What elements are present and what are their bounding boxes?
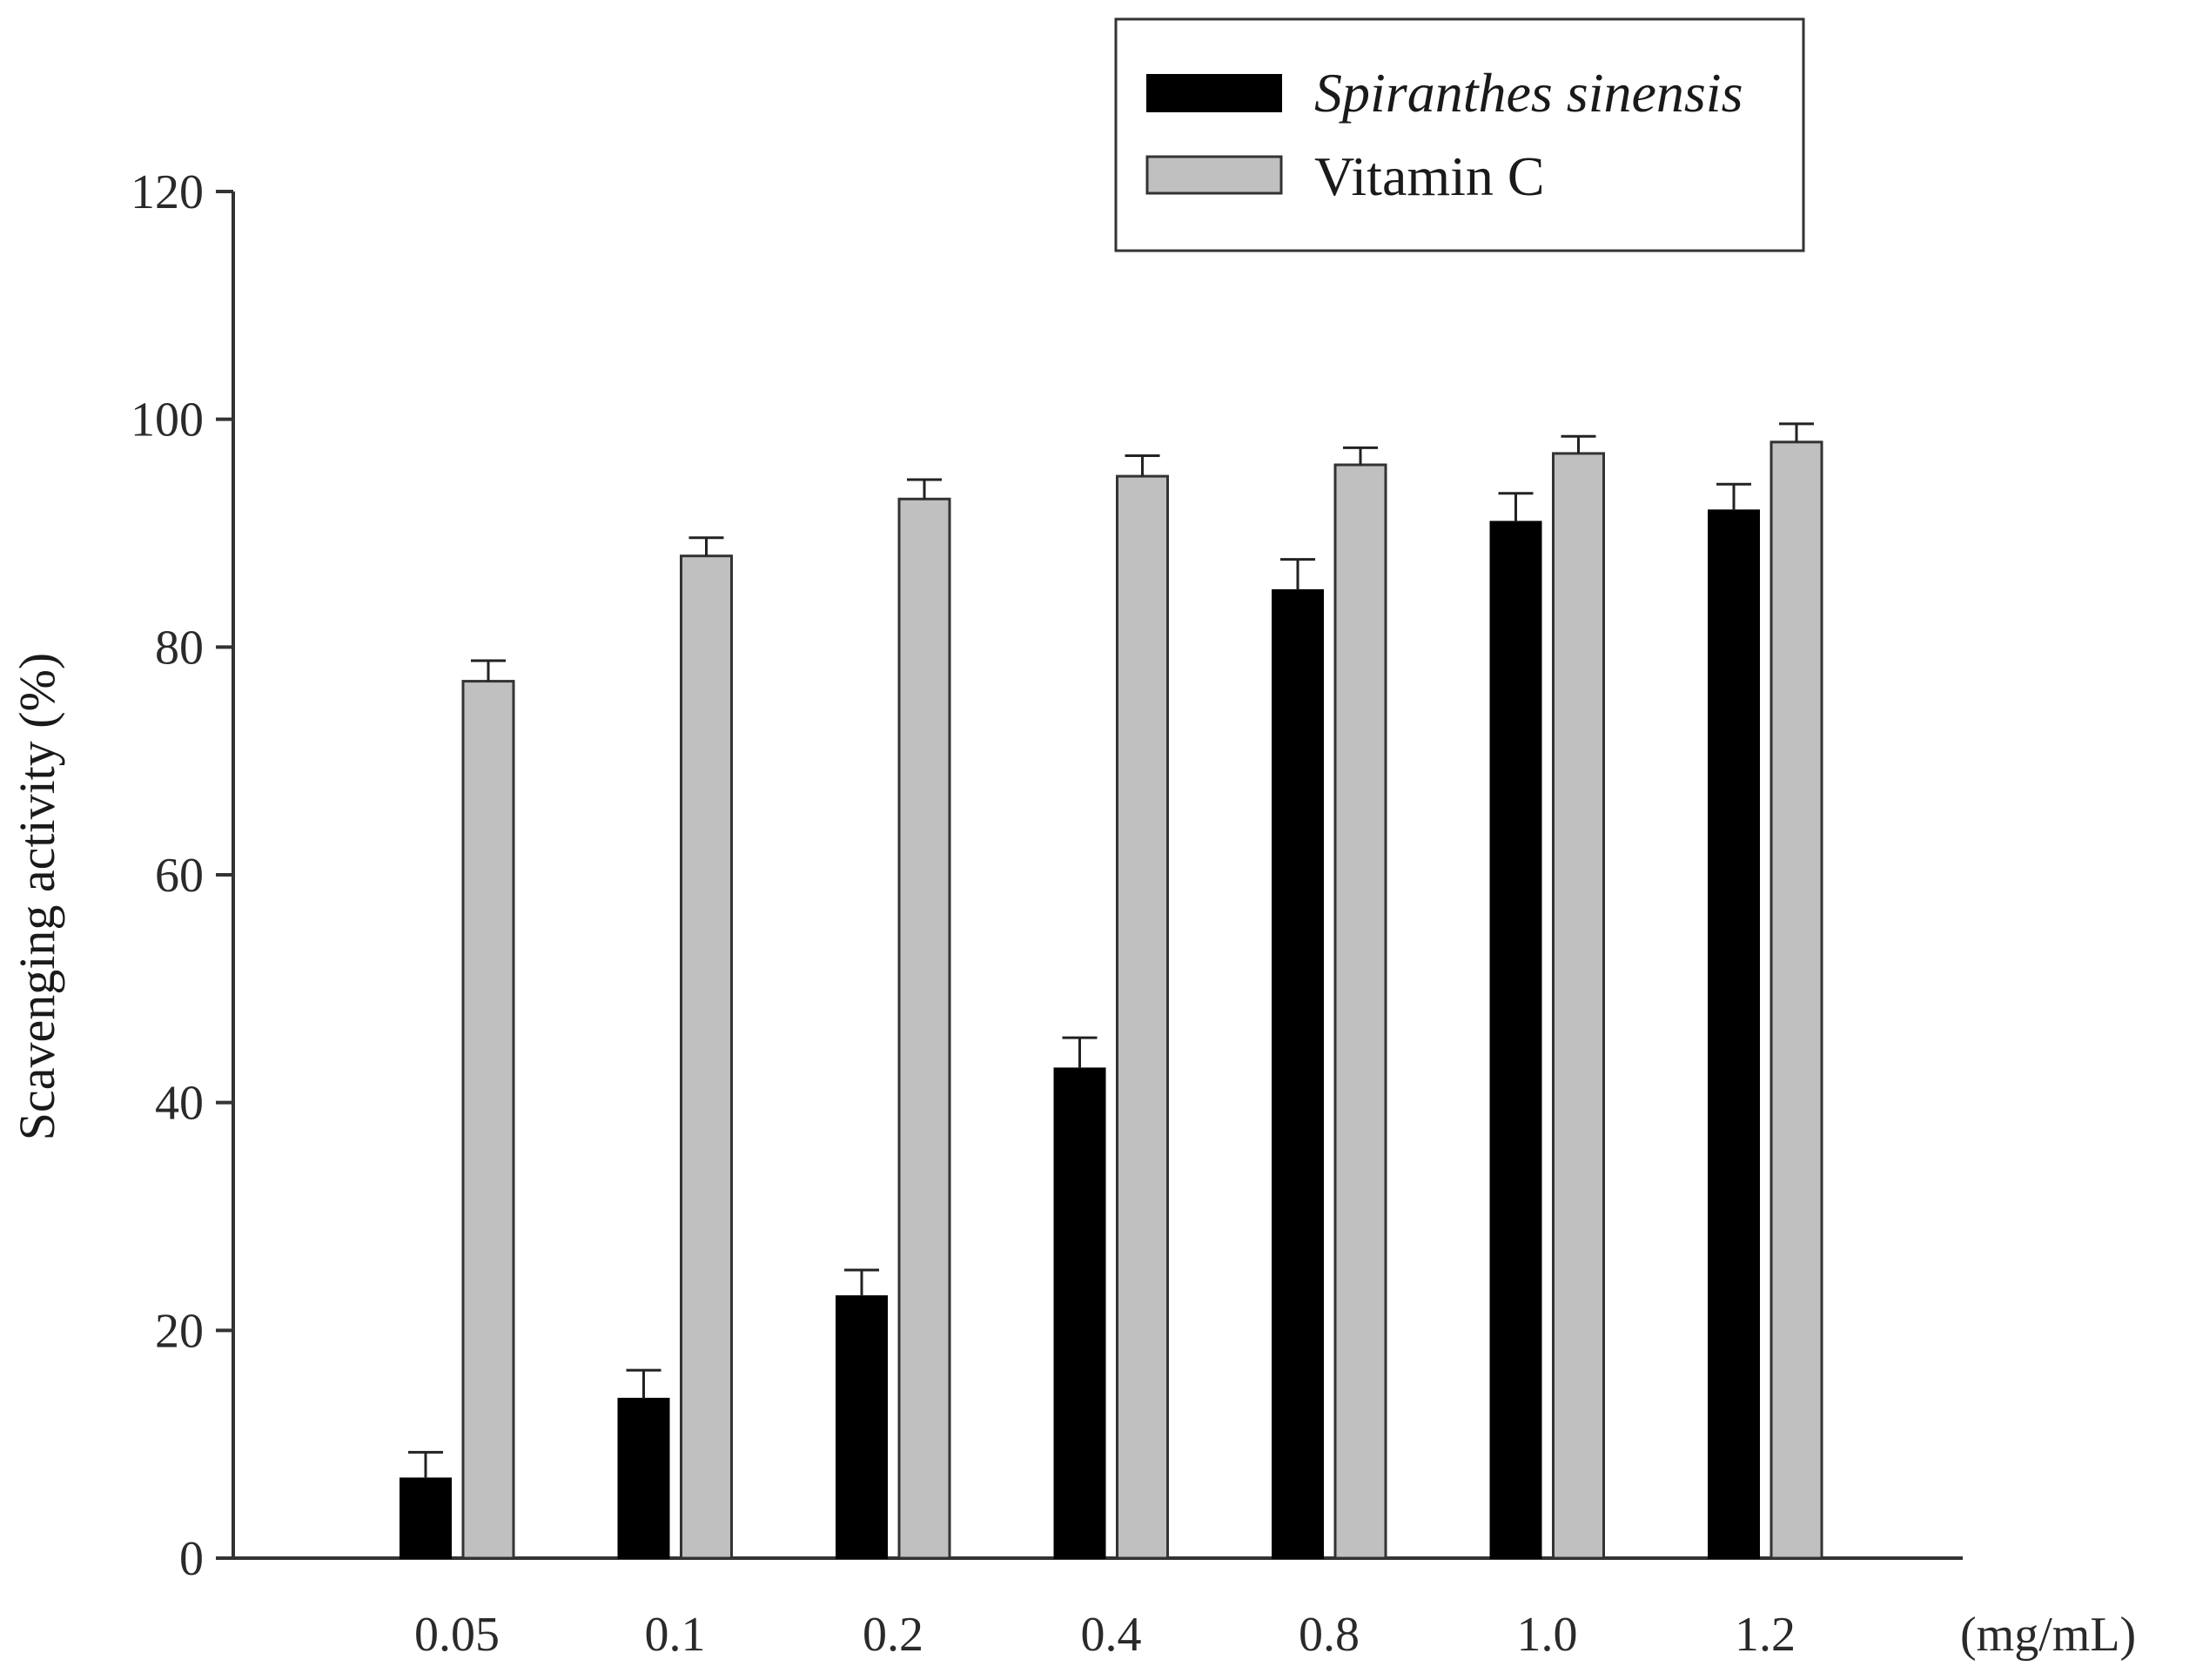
y-ticks: 0 20 40 60 80 100 120 [131,165,233,1586]
bar-vitamin-c-0.8 [1333,463,1387,1560]
x-tick-label: 1.2 [1735,1608,1796,1662]
bar-spiranthes-0.05 [400,1477,452,1559]
legend-swatch-spiranthes [1146,74,1282,112]
x-tick-label: 0.1 [645,1608,706,1662]
x-unit-label: (mg/mL) [1960,1608,2136,1662]
bar-vitamin-c-0.05 [461,680,515,1560]
y-tick-label: 80 [155,621,204,675]
y-tick-label: 120 [131,165,204,219]
y-tick-label: 100 [131,393,204,447]
bar-vitamin-c-0.2 [897,497,951,1560]
y-tick-label: 0 [179,1532,204,1586]
legend: Spiranthes sinensis Vitamin C [1114,17,1805,252]
x-tick-label: 0.05 [414,1608,500,1662]
bar-spiranthes-1.0 [1489,521,1542,1560]
legend-swatch-vitamin-c [1145,155,1283,195]
legend-label-spiranthes: Spiranthes sinensis [1314,62,1743,124]
bar-vitamin-c-1.2 [1770,440,1823,1560]
bar-vitamin-c-0.4 [1116,474,1169,1560]
x-ticks: 0.05 0.1 0.2 0.4 0.8 1.0 1.2 [414,1608,1796,1662]
bars [400,440,1823,1560]
y-axis-title: Scavenging activity (%) [9,653,65,1141]
bar-vitamin-c-1.0 [1552,452,1605,1560]
legend-box [1114,17,1805,252]
bar-spiranthes-0.4 [1053,1067,1106,1559]
x-tick-label: 0.4 [1081,1608,1142,1662]
y-tick-label: 20 [155,1304,204,1358]
x-tick-label: 1.0 [1517,1608,1578,1662]
error-bars [408,422,1814,1479]
x-tick-label: 0.2 [863,1608,923,1662]
bar-vitamin-c-0.1 [680,554,733,1560]
y-tick-label: 40 [155,1077,204,1131]
y-tick-label: 60 [155,849,204,903]
bar-spiranthes-0.1 [617,1397,670,1560]
bar-spiranthes-1.2 [1708,509,1760,1559]
bar-spiranthes-0.8 [1272,588,1324,1560]
x-tick-label: 0.8 [1299,1608,1360,1662]
legend-label-vitamin-c: Vitamin C [1314,145,1545,207]
bar-spiranthes-0.2 [836,1295,888,1560]
